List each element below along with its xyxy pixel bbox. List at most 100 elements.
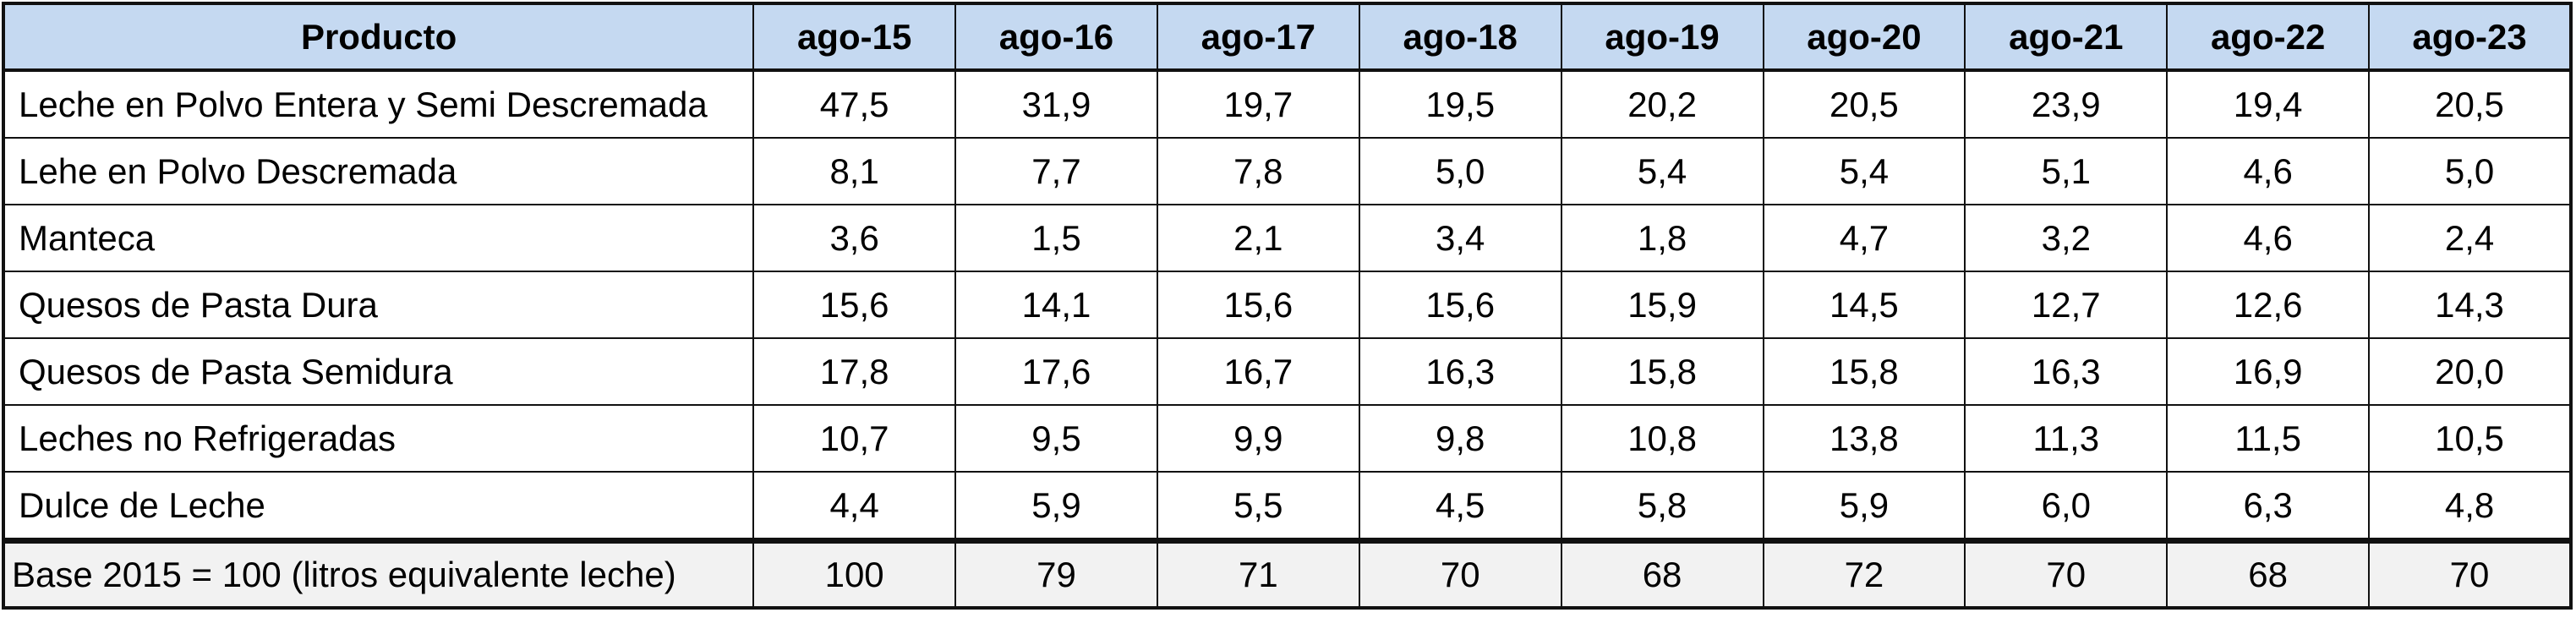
value-cell: 12,6 [2166,271,2371,339]
product-name: Leche en Polvo Entera y Semi Descremada [1,69,755,139]
value-cell: 11,3 [1964,404,2169,473]
value-cell: 15,9 [1560,271,1764,339]
header-row: Producto ago-15 ago-16 ago-17 ago-18 ago… [1,2,2573,72]
base-index-value: 70 [1358,538,1562,610]
value-cell: 7,8 [1156,137,1360,205]
header-year: ago-22 [2166,2,2371,72]
header-year: ago-23 [2368,2,2573,72]
value-cell: 2,4 [2368,204,2573,272]
base-index-value: 68 [2166,538,2371,610]
table-row: Manteca 3,6 1,5 2,1 3,4 1,8 4,7 3,2 4,6 … [1,204,2573,272]
header-year: ago-21 [1964,2,2169,72]
value-cell: 7,7 [954,137,1158,205]
value-cell: 11,5 [2166,404,2371,473]
value-cell: 3,2 [1964,204,2169,272]
value-cell: 47,5 [752,69,957,139]
product-name: Dulce de Leche [1,471,755,542]
header-year: ago-18 [1358,2,1562,72]
base-index-value: 100 [752,538,957,610]
value-cell: 5,9 [954,471,1158,542]
value-cell: 13,8 [1762,404,1966,473]
value-cell: 16,9 [2166,337,2371,406]
value-cell: 16,7 [1156,337,1360,406]
value-cell: 4,7 [1762,204,1966,272]
base-index-value: 70 [2368,538,2573,610]
value-cell: 23,9 [1964,69,2169,139]
value-cell: 5,9 [1762,471,1966,542]
header-product: Producto [1,2,755,72]
value-cell: 15,6 [752,271,957,339]
value-cell: 4,4 [752,471,957,542]
table-row: Dulce de Leche 4,4 5,9 5,5 4,5 5,8 5,9 6… [1,471,2573,542]
value-cell: 14,3 [2368,271,2573,339]
value-cell: 9,8 [1358,404,1562,473]
value-cell: 3,4 [1358,204,1562,272]
value-cell: 15,6 [1156,271,1360,339]
value-cell: 10,7 [752,404,957,473]
table-row: Lehe en Polvo Descremada 8,1 7,7 7,8 5,0… [1,137,2573,205]
table-row: Leche en Polvo Entera y Semi Descremada … [1,69,2573,139]
base-index-value: 70 [1964,538,2169,610]
value-cell: 5,0 [2368,137,2573,205]
value-cell: 19,4 [2166,69,2371,139]
value-cell: 12,7 [1964,271,2169,339]
value-cell: 10,8 [1560,404,1764,473]
value-cell: 9,5 [954,404,1158,473]
base-index-value: 79 [954,538,1158,610]
product-name: Manteca [1,204,755,272]
value-cell: 16,3 [1358,337,1562,406]
header-year: ago-19 [1560,2,1764,72]
value-cell: 19,5 [1358,69,1562,139]
value-cell: 4,6 [2166,204,2371,272]
value-cell: 17,6 [954,337,1158,406]
value-cell: 5,8 [1560,471,1764,542]
value-cell: 6,0 [1964,471,2169,542]
table-row: Quesos de Pasta Dura 15,6 14,1 15,6 15,6… [1,271,2573,339]
base-index-value: 71 [1156,538,1360,610]
value-cell: 14,5 [1762,271,1966,339]
value-cell: 8,1 [752,137,957,205]
value-cell: 1,8 [1560,204,1764,272]
header-year: ago-20 [1762,2,1966,72]
value-cell: 2,1 [1156,204,1360,272]
value-cell: 15,6 [1358,271,1562,339]
value-cell: 6,3 [2166,471,2371,542]
table-row: Quesos de Pasta Semidura 17,8 17,6 16,7 … [1,337,2573,406]
value-cell: 4,6 [2166,137,2371,205]
value-cell: 10,5 [2368,404,2573,473]
header-year: ago-16 [954,2,1158,72]
value-cell: 19,7 [1156,69,1360,139]
value-cell: 3,6 [752,204,957,272]
value-cell: 5,4 [1560,137,1764,205]
value-cell: 5,5 [1156,471,1360,542]
value-cell: 5,0 [1358,137,1562,205]
value-cell: 20,2 [1560,69,1764,139]
value-cell: 20,5 [1762,69,1966,139]
value-cell: 31,9 [954,69,1158,139]
base-index-label: Base 2015 = 100 (litros equivalente lech… [1,538,755,610]
table-row: Leches no Refrigeradas 10,7 9,5 9,9 9,8 … [1,404,2573,473]
value-cell: 4,8 [2368,471,2573,542]
value-cell: 15,8 [1560,337,1764,406]
product-name: Quesos de Pasta Semidura [1,337,755,406]
value-cell: 5,4 [1762,137,1966,205]
base-index-value: 68 [1560,538,1764,610]
value-cell: 1,5 [954,204,1158,272]
value-cell: 15,8 [1762,337,1966,406]
base-index-row: Base 2015 = 100 (litros equivalente lech… [1,538,2573,610]
product-name: Quesos de Pasta Dura [1,271,755,339]
value-cell: 14,1 [954,271,1158,339]
base-index-value: 72 [1762,538,1966,610]
header-year: ago-15 [752,2,957,72]
value-cell: 5,1 [1964,137,2169,205]
value-cell: 16,3 [1964,337,2169,406]
value-cell: 20,5 [2368,69,2573,139]
product-name: Leches no Refrigeradas [1,404,755,473]
value-cell: 20,0 [2368,337,2573,406]
value-cell: 4,5 [1358,471,1562,542]
value-cell: 9,9 [1156,404,1360,473]
value-cell: 17,8 [752,337,957,406]
product-name: Lehe en Polvo Descremada [1,137,755,205]
